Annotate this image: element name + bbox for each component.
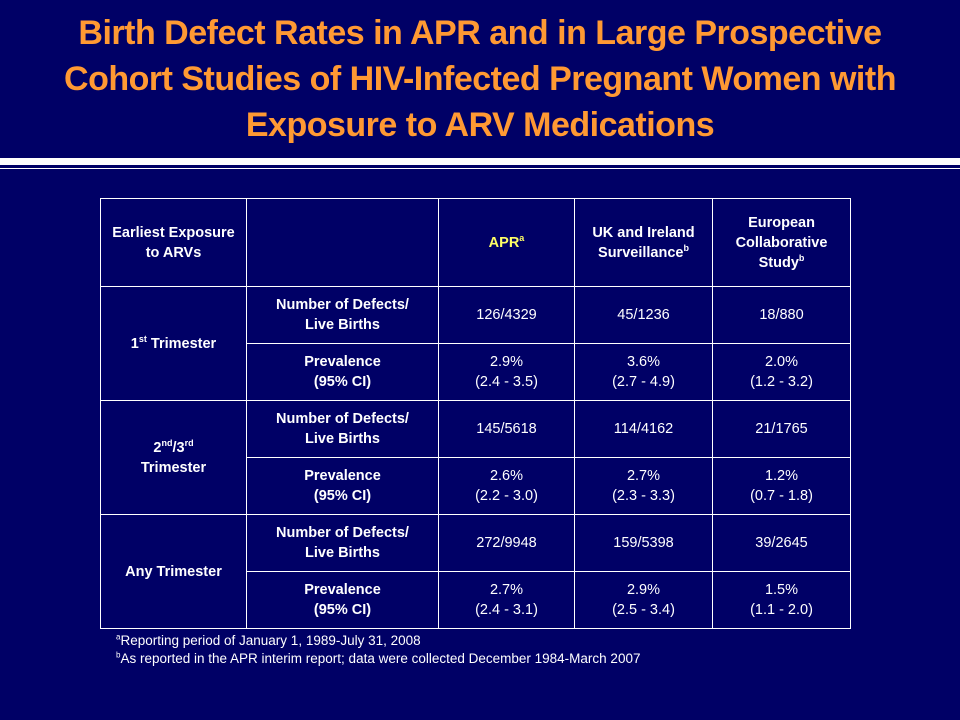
title-line-3: Exposure to ARV Medications [245,106,715,144]
cell-euro-prevalence: 2.0% (1.2 - 3.2) [712,343,851,401]
footnote-b: bAs reported in the APR interim report; … [116,650,641,666]
metric-defects-label: Number of Defects/Live Births [246,400,439,458]
row-label-any-trimester: Any Trimester [100,514,247,629]
header-exposure: Earliest Exposure to ARVs [100,198,247,287]
table-row: Prevalence (95% CI) 2.6% (2.2 - 3.0) 2.7%(… [101,457,851,515]
metric-prevalence-label: Prevalence (95% CI) [246,457,439,515]
cell-apr-prevalence: 2.7% (2.4 - 3.1) [438,571,575,629]
title-line-2: Cohort Studies of HIV-Infected Pregnant … [64,60,896,98]
cell-uk-prevalence: 2.9% (2.5 - 3.4) [574,571,713,629]
table-row: Prevalence (95% CI) 2.9% (2.4 - 3.5) 3.6%(… [101,343,851,401]
cell-uk-prevalence: 3.6% (2.7 - 4.9) [574,343,713,401]
header-european: European Collaborative Studyb [712,198,851,287]
cell-uk-defects: 159/5398 [574,514,713,572]
footnotes: aReporting period of January 1, 1989-Jul… [116,632,640,668]
cell-euro-defects: 21/1765 [712,400,851,458]
header-uk-ireland: UK and Ireland Surveillanceb [574,198,713,287]
row-label-1st-trimester: 1st Trimester [100,286,247,401]
metric-prevalence-label: Prevalence (95% CI) [246,571,439,629]
cell-uk-defects: 114/4162 [574,400,713,458]
cell-apr-defects: 126/4329 [438,286,575,344]
title-divider-thick [0,158,960,165]
table-row: Any Trimester Number of Defects/Live Bir… [100,514,851,629]
title-divider-thin [0,168,960,169]
cell-apr-defects: 272/9948 [438,514,575,572]
table-row: 1st Trimester Number of Defects/Live Bir… [100,286,851,401]
header-apr: APRa [438,198,575,287]
slide-title: Birth Defect Rates in APR and in Large P… [0,0,960,158]
metric-defects-label: Number of Defects/Live Births [246,286,439,344]
cell-apr-defects: 145/5618 [438,400,575,458]
cell-euro-prevalence: 1.5% (1.1 - 2.0) [712,571,851,629]
row-label-2nd-3rd-trimester: 2nd/3rd Trimester [100,400,247,515]
header-blank [246,198,439,287]
birth-defect-table: Earliest Exposure to ARVs APRa UK and Ir… [100,198,851,629]
cell-apr-prevalence: 2.9% (2.4 - 3.5) [438,343,575,401]
footnote-a: aReporting period of January 1, 1989-Jul… [116,632,421,648]
cell-euro-defects: 39/2645 [712,514,851,572]
metric-defects-label: Number of Defects/Live Births [246,514,439,572]
cell-euro-defects: 18/880 [712,286,851,344]
title-line-1: Birth Defect Rates in APR and in Large P… [78,14,882,52]
cell-apr-prevalence: 2.6% (2.2 - 3.0) [438,457,575,515]
table-row: 2nd/3rd Trimester Number of Defects/Live … [100,400,851,515]
metric-prevalence-label: Prevalence (95% CI) [246,343,439,401]
cell-uk-defects: 45/1236 [574,286,713,344]
table-row: Prevalence (95% CI) 2.7% (2.4 - 3.1) 2.9%(… [101,571,851,629]
cell-euro-prevalence: 1.2% (0.7 - 1.8) [712,457,851,515]
cell-uk-prevalence: 2.7% (2.3 - 3.3) [574,457,713,515]
table-header-row: Earliest Exposure to ARVs APRa UK and Ir… [100,198,851,287]
